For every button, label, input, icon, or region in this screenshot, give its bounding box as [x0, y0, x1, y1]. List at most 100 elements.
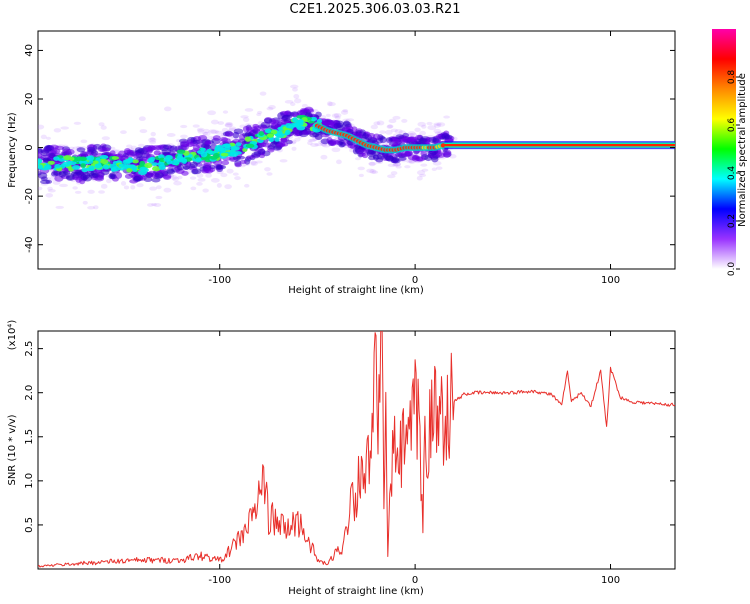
spectrogram-scatter	[333, 113, 342, 118]
snr-scale-label: (x10⁴)	[7, 320, 18, 351]
spectrogram-band	[275, 143, 286, 148]
spectrogram-core	[293, 122, 301, 128]
spectrogram-y-ticks: -40 -20 0 20 40	[24, 44, 675, 253]
spectrogram-scatter	[190, 186, 197, 191]
spectrogram-band	[109, 150, 116, 157]
spectrogram-scatter	[126, 144, 133, 148]
spectrogram-band	[436, 153, 446, 158]
snr-y-tick-label: 2.0	[24, 385, 35, 401]
spectrogram-core	[214, 147, 222, 153]
spectrogram-core	[258, 131, 265, 136]
spectrogram-scatter	[443, 115, 451, 119]
spectrogram-scatter	[301, 103, 308, 108]
spectrogram-band	[259, 124, 268, 131]
spectrogram-band	[185, 141, 195, 147]
spectrogram-core	[149, 156, 155, 162]
spectrogram-band	[97, 171, 105, 179]
spectrogram-x-label: Height of straight line (km)	[288, 285, 424, 296]
spectrogram-scatter	[180, 124, 188, 129]
spectrogram-scatter	[369, 169, 377, 174]
spectrogram-y-tick-label: 20	[24, 93, 35, 106]
spectrogram-core	[53, 156, 60, 161]
snr-x-label: Height of straight line (km)	[288, 586, 424, 597]
spectrogram-scatter	[38, 186, 43, 191]
spectrogram-y-label: Frequency (Hz)	[7, 112, 18, 188]
spectrogram-scatter	[60, 126, 70, 130]
spectrogram-scatter	[386, 124, 393, 129]
spectrogram-core	[103, 164, 110, 170]
spectrogram-scatter	[73, 121, 82, 125]
spectrogram-scatter	[390, 171, 398, 176]
spectrogram-scatter	[379, 130, 386, 134]
spectrogram-band	[302, 130, 309, 135]
spectrogram-band	[155, 145, 164, 151]
spectrogram-scatter	[322, 144, 331, 148]
spectrogram-band	[234, 162, 242, 168]
spectrogram-scatter	[47, 186, 53, 191]
spectrogram-scatter	[196, 181, 203, 186]
spectrogram-scatter	[368, 161, 376, 167]
spectrogram-band	[109, 174, 116, 180]
spectrogram-band	[267, 144, 276, 150]
spectrogram-scatter	[294, 137, 301, 142]
spectrogram-scatter	[373, 121, 381, 126]
spectrogram-band	[91, 150, 99, 157]
spectrogram-scatter	[279, 159, 288, 163]
spectrogram-scatter	[417, 121, 426, 127]
spectrogram-band	[212, 135, 221, 141]
spectrogram-core	[223, 143, 231, 149]
spectrogram-scatter	[345, 118, 355, 122]
spectrogram-core	[285, 129, 291, 136]
spectrogram-scatter	[156, 185, 162, 190]
spectrogram-scatter	[244, 108, 254, 112]
spectrogram-scatter	[419, 130, 426, 136]
spectrogram-core	[276, 130, 283, 136]
snr-x-ticks: -100 0 100	[208, 331, 620, 586]
spectrogram-scatter	[177, 175, 183, 180]
spectrogram-core	[195, 157, 202, 163]
spectrogram-scatter	[202, 131, 209, 136]
spectrogram-scatter	[149, 140, 157, 145]
spectrogram-core	[62, 161, 71, 167]
spectrogram-scatter	[130, 185, 136, 190]
spectrogram-scatter	[421, 168, 429, 172]
spectrogram-core	[285, 123, 292, 129]
spectrogram-scatter	[371, 170, 379, 174]
spectrogram-scatter	[370, 124, 378, 130]
spectrogram-scatter	[138, 116, 146, 122]
spectrogram-scatter	[242, 117, 250, 123]
spectrogram-scatter	[244, 183, 250, 188]
spectrogram-scatter	[409, 132, 417, 137]
spectrogram-band	[298, 109, 307, 116]
colorbar-tick-label: 0.8	[727, 70, 737, 85]
spectrogram-band	[221, 160, 230, 166]
spectrogram-core	[159, 157, 166, 163]
spectrogram-scatter	[224, 122, 234, 127]
spectrogram-core	[92, 160, 99, 165]
spectrogram-scatter	[416, 175, 423, 181]
spectrogram-scatter	[387, 124, 394, 129]
spectrogram-scatter	[392, 162, 401, 167]
spectrogram-scatter	[310, 142, 319, 147]
spectrogram-scatter	[163, 106, 172, 112]
spectrogram-core	[296, 125, 306, 131]
spectrogram-band	[124, 149, 134, 154]
spectrogram-band	[342, 120, 350, 127]
spectrogram-core	[81, 167, 88, 173]
snr-y-label: SNR (10 * v/v)	[7, 414, 18, 485]
spectrogram-core	[266, 133, 274, 138]
spectrogram-scatter	[407, 133, 414, 137]
spectrogram-scatter	[147, 203, 154, 207]
spectrogram-scatter	[136, 183, 144, 188]
spectrogram-scatter	[38, 124, 45, 130]
spectrogram-band	[134, 147, 143, 153]
spectrogram-scatter	[98, 122, 105, 127]
spectrogram-band	[181, 170, 189, 176]
colorbar-ticks: 0.0 0.2 0.4 0.6 0.8	[727, 70, 740, 276]
spectrogram-band	[242, 125, 250, 133]
spectrogram-band	[38, 151, 43, 159]
spectrogram-y-tick-label: 40	[24, 44, 35, 57]
spectrogram-band	[304, 106, 314, 113]
spectrogram-band	[196, 142, 203, 149]
spectrogram-core	[176, 149, 186, 154]
